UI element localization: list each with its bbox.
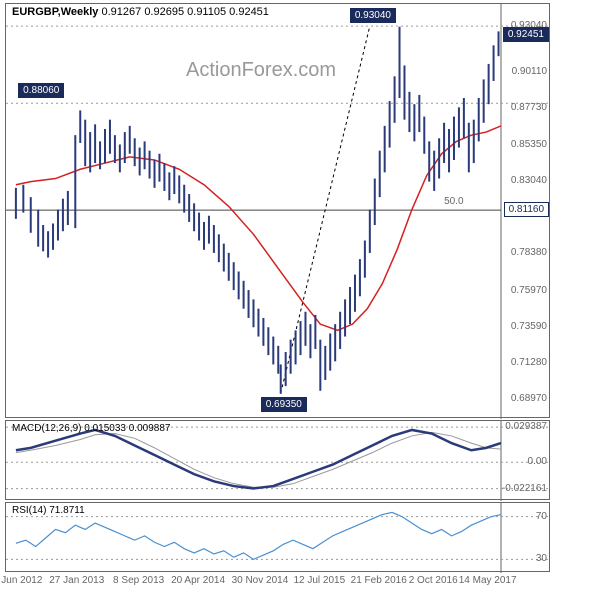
price-label: 0.93040 xyxy=(350,8,396,23)
y-tick: -0.022161 xyxy=(502,483,547,494)
rsi-chart-svg xyxy=(6,503,551,573)
x-tick: 2 Oct 2016 xyxy=(409,575,458,595)
ohlc-o: 0.91267 xyxy=(101,6,141,18)
price-label: 0.88060 xyxy=(18,83,64,98)
y-tick: 0.87730 xyxy=(511,102,547,113)
x-tick: 14 May 2017 xyxy=(459,575,517,595)
x-tick: 17 Jun 2012 xyxy=(0,575,42,595)
y-tick: 0.71280 xyxy=(511,357,547,368)
x-tick: 30 Nov 2014 xyxy=(232,575,289,595)
x-tick: 8 Sep 2013 xyxy=(113,575,164,595)
ohlc-l: 0.91105 xyxy=(187,6,226,18)
y-tick: 0.90110 xyxy=(512,66,547,77)
ohlc-h: 0.92695 xyxy=(144,6,184,18)
y-tick: 0.029387 xyxy=(505,421,547,432)
y-tick: 0.83040 xyxy=(511,175,547,186)
x-tick: 21 Feb 2016 xyxy=(351,575,407,595)
y-tick: 70 xyxy=(536,511,547,522)
x-axis: 17 Jun 201227 Jan 20138 Sep 201320 Apr 2… xyxy=(5,575,550,597)
x-tick: 12 Jul 2015 xyxy=(293,575,345,595)
x-tick: 27 Jan 2013 xyxy=(49,575,104,595)
price-label: 0.92451 xyxy=(503,27,549,42)
main-price-chart: EURGBP,Weekly 0.91267 0.92695 0.91105 0.… xyxy=(5,3,550,418)
macd-chart: MACD(12,26,9) 0.015033 0.009887 -0.02216… xyxy=(5,420,550,500)
symbol: EURGBP,Weekly xyxy=(12,6,98,18)
ohlc-c: 0.92451 xyxy=(229,6,269,18)
main-chart-svg xyxy=(6,4,551,419)
chart-header: EURGBP,Weekly 0.91267 0.92695 0.91105 0.… xyxy=(12,6,269,18)
rsi-title: RSI(14) 71.8711 xyxy=(12,505,85,516)
price-label: 0.69350 xyxy=(261,397,307,412)
y-tick: 0.00 xyxy=(528,456,547,467)
y-tick: 0.73590 xyxy=(511,321,547,332)
x-tick: 20 Apr 2014 xyxy=(171,575,225,595)
price-label: 0.81160 xyxy=(504,202,549,217)
y-tick: 0.78380 xyxy=(511,247,547,258)
y-tick: 30 xyxy=(536,553,547,564)
y-tick: 0.68970 xyxy=(511,393,547,404)
y-tick: 0.85350 xyxy=(511,139,547,150)
fib-label: 50.0 xyxy=(444,196,463,207)
rsi-chart: RSI(14) 71.8711 30 70 xyxy=(5,502,550,572)
macd-title: MACD(12,26,9) 0.015033 0.009887 xyxy=(12,423,170,434)
y-tick: 0.75970 xyxy=(511,285,547,296)
